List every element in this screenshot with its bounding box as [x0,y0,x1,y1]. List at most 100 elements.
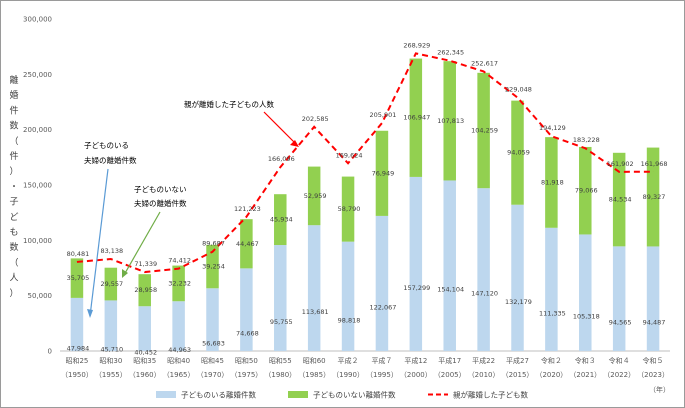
y-tick-label: 50,000 [28,292,53,300]
legend-label-without-children: 子どものいない離婚件数 [313,390,396,400]
x-category-label: 昭和25 [65,356,88,365]
bar-with-children [646,246,660,351]
x-category-label: 令和４ [609,356,630,365]
bar-with-children [375,215,389,351]
x-year-label: （2020） [535,371,567,379]
bar-without-children [511,100,524,205]
bar-without-children [70,258,84,298]
label-with-children: 154,104 [437,286,464,294]
label-with-children: 47,984 [67,344,90,352]
y-axis-label-char: ） [9,288,18,299]
label-children-count: 169,624 [336,151,363,159]
bar-without-children [307,166,321,226]
label-with-children: 94,487 [643,319,666,327]
x-year-label: （2010） [468,371,500,379]
label-children-count: 83,138 [100,247,123,255]
bar-with-children [138,306,151,351]
y-axis-label-char: ・ [9,182,18,192]
label-with-children: 74,668 [236,330,259,338]
label-with-children: 122,067 [369,303,396,311]
x-year-label: （2005） [434,371,466,379]
x-category-label: 平成７ [371,356,392,365]
y-tick-label: 100,000 [23,237,52,245]
label-children-count: 194,129 [539,124,566,132]
x-category-label: 昭和50 [235,356,258,365]
y-axis-label-char: 件 [9,104,18,116]
y-axis-label-char: ど [9,212,18,223]
annotation-arrowhead-children-count [290,140,299,147]
label-without-children: 45,934 [270,216,293,224]
x-category-label: 平成22 [472,356,495,365]
annotation-arrowhead-without-children [122,269,128,278]
bar-without-children [206,244,219,289]
x-category-label: 平成17 [438,356,461,365]
bar-without-children [545,137,558,228]
x-category-label: 昭和40 [167,356,190,365]
label-with-children: 44,963 [168,346,191,354]
label-without-children: 35,705 [67,274,90,282]
annotation-without-children-line2: 夫婦の離婚件数 [134,198,187,208]
x-category-label: 平成２ [338,356,359,365]
bar-with-children [477,188,490,351]
label-children-count: 262,345 [437,49,464,57]
y-axis-label-char: （ [9,136,18,147]
legend-label-children-line: 親が離婚した子ども数 [453,390,528,400]
bar-without-children [240,219,253,269]
bar-with-children [240,268,253,351]
bar-with-children [104,300,118,351]
x-year-label: （1950） [61,371,93,379]
bar-without-children [409,58,423,177]
label-children-count: 183,228 [573,136,600,144]
y-tick-label: 300,000 [23,16,52,24]
bar-without-children [172,265,185,302]
y-tick-label: 250,000 [23,71,52,79]
label-without-children: 106,947 [403,114,430,122]
annotation-without-children-line1: 子どものいない [134,185,187,194]
bar-with-children [612,246,626,351]
x-year-label: （2021） [569,371,601,379]
label-with-children: 95,755 [270,318,293,326]
bar-without-children [477,72,490,189]
label-without-children: 84,534 [609,196,632,204]
label-children-count: 252,617 [471,59,498,67]
annotation-arrowhead-with-children [87,309,93,318]
annotation-arrow-children-count [263,111,297,145]
x-year-label: （2022） [603,371,635,379]
label-with-children: 40,452 [134,349,157,357]
bar-with-children [172,301,185,351]
x-year-label: （1970） [197,371,229,379]
x-category-label: 昭和55 [269,356,292,365]
bar-without-children [341,176,355,242]
children-line [76,52,654,274]
label-with-children: 113,681 [302,308,329,316]
label-with-children: 111,335 [539,309,566,317]
label-with-children: 45,710 [100,346,123,354]
label-without-children: 107,813 [437,117,464,125]
label-with-children: 98,818 [338,316,361,324]
x-category-label: 平成27 [506,356,529,365]
bar-with-children [545,227,558,351]
x-year-label: （1965） [163,371,195,379]
y-axis-label-char: 件 [9,150,18,162]
label-children-count: 80,481 [67,250,90,258]
label-with-children: 147,120 [471,290,498,298]
y-tick-label: 200,000 [23,126,52,134]
x-year-label: （1985） [298,371,330,379]
y-axis-label-char: 離 [9,74,18,86]
y-axis-label-char: も [9,227,18,238]
y-tick-label: 0 [48,348,52,356]
annotation-children-count: 親が離婚した子どもの人数 [184,99,274,109]
bar-without-children [274,194,287,246]
x-year-label: （1995） [366,371,398,379]
x-year-label: （1990） [332,371,364,379]
bar-with-children [206,288,219,351]
x-year-label: （2023） [637,371,669,379]
annotation-with-children-line1: 子どものいる [84,141,129,150]
y-axis-label-char: 婚 [9,89,18,101]
legend-swatch-with-children [156,391,176,398]
x-year-label: （1980） [264,371,296,379]
label-children-count: 161,968 [641,160,668,168]
label-children-count: 205,901 [369,111,396,119]
x-unit-label: （年） [649,385,670,394]
